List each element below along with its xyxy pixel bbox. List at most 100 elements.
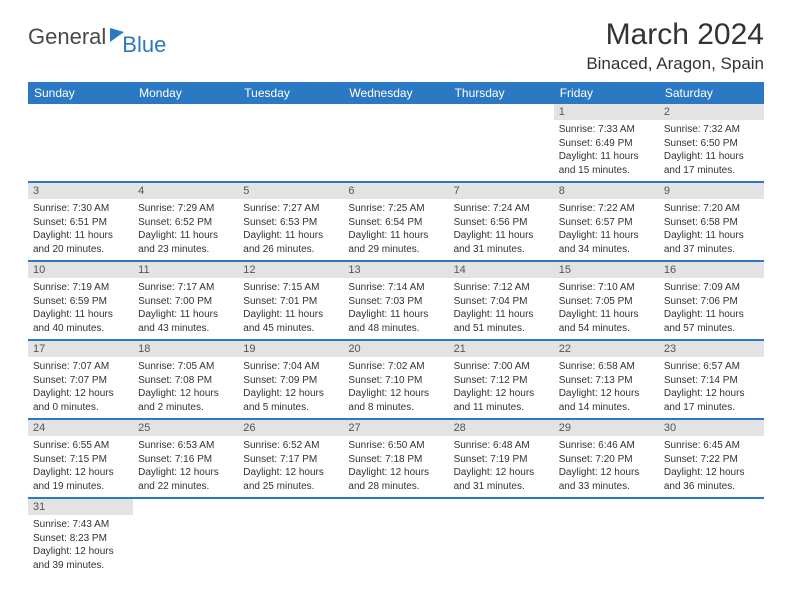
daylight-label: Daylight: 11 hours and 48 minutes. xyxy=(348,308,443,335)
day-body: Sunrise: 7:25 AMSunset: 6:54 PMDaylight:… xyxy=(343,199,448,260)
sunset-label: Sunset: 6:51 PM xyxy=(33,216,128,230)
day-cell: 13Sunrise: 7:14 AMSunset: 7:03 PMDayligh… xyxy=(343,261,448,340)
sunset-label: Sunset: 6:50 PM xyxy=(664,137,759,151)
sunset-label: Sunset: 7:15 PM xyxy=(33,453,128,467)
empty-cell xyxy=(554,498,659,576)
sunrise-label: Sunrise: 6:58 AM xyxy=(559,360,654,374)
empty-cell xyxy=(133,498,238,576)
sunset-label: Sunset: 6:53 PM xyxy=(243,216,338,230)
calendar-table: Sunday Monday Tuesday Wednesday Thursday… xyxy=(28,82,764,576)
day-body: Sunrise: 7:02 AMSunset: 7:10 PMDaylight:… xyxy=(343,357,448,418)
header: General Blue March 2024 Binaced, Aragon,… xyxy=(28,18,764,74)
day-cell: 23Sunrise: 6:57 AMSunset: 7:14 PMDayligh… xyxy=(659,340,764,419)
day-body: Sunrise: 7:20 AMSunset: 6:58 PMDaylight:… xyxy=(659,199,764,260)
sunset-label: Sunset: 6:52 PM xyxy=(138,216,233,230)
sunset-label: Sunset: 7:06 PM xyxy=(664,295,759,309)
dow-tue: Tuesday xyxy=(238,82,343,104)
sunrise-label: Sunrise: 7:02 AM xyxy=(348,360,443,374)
daylight-label: Daylight: 11 hours and 40 minutes. xyxy=(33,308,128,335)
sunset-label: Sunset: 7:19 PM xyxy=(454,453,549,467)
daylight-label: Daylight: 11 hours and 57 minutes. xyxy=(664,308,759,335)
sunrise-label: Sunrise: 7:17 AM xyxy=(138,281,233,295)
day-cell: 17Sunrise: 7:07 AMSunset: 7:07 PMDayligh… xyxy=(28,340,133,419)
sunrise-label: Sunrise: 6:46 AM xyxy=(559,439,654,453)
sunset-label: Sunset: 6:57 PM xyxy=(559,216,654,230)
day-body: Sunrise: 6:48 AMSunset: 7:19 PMDaylight:… xyxy=(449,436,554,497)
day-cell: 30Sunrise: 6:45 AMSunset: 7:22 PMDayligh… xyxy=(659,419,764,498)
day-cell: 11Sunrise: 7:17 AMSunset: 7:00 PMDayligh… xyxy=(133,261,238,340)
day-number: 2 xyxy=(659,104,764,120)
day-body: Sunrise: 7:19 AMSunset: 6:59 PMDaylight:… xyxy=(28,278,133,339)
sunset-label: Sunset: 7:01 PM xyxy=(243,295,338,309)
day-number: 31 xyxy=(28,499,133,515)
sunset-label: Sunset: 7:07 PM xyxy=(33,374,128,388)
day-number: 1 xyxy=(554,104,659,120)
day-body: Sunrise: 6:45 AMSunset: 7:22 PMDaylight:… xyxy=(659,436,764,497)
day-cell: 28Sunrise: 6:48 AMSunset: 7:19 PMDayligh… xyxy=(449,419,554,498)
empty-cell xyxy=(238,104,343,182)
sunrise-label: Sunrise: 7:07 AM xyxy=(33,360,128,374)
sunset-label: Sunset: 7:00 PM xyxy=(138,295,233,309)
day-number: 6 xyxy=(343,183,448,199)
sunset-label: Sunset: 7:22 PM xyxy=(664,453,759,467)
daylight-label: Daylight: 12 hours and 5 minutes. xyxy=(243,387,338,414)
day-cell: 2Sunrise: 7:32 AMSunset: 6:50 PMDaylight… xyxy=(659,104,764,182)
sunrise-label: Sunrise: 7:32 AM xyxy=(664,123,759,137)
day-body: Sunrise: 6:46 AMSunset: 7:20 PMDaylight:… xyxy=(554,436,659,497)
sunrise-label: Sunrise: 7:04 AM xyxy=(243,360,338,374)
day-cell: 5Sunrise: 7:27 AMSunset: 6:53 PMDaylight… xyxy=(238,182,343,261)
sunrise-label: Sunrise: 6:57 AM xyxy=(664,360,759,374)
daylight-label: Daylight: 12 hours and 11 minutes. xyxy=(454,387,549,414)
day-body: Sunrise: 7:27 AMSunset: 6:53 PMDaylight:… xyxy=(238,199,343,260)
day-number: 27 xyxy=(343,420,448,436)
daylight-label: Daylight: 12 hours and 2 minutes. xyxy=(138,387,233,414)
sunset-label: Sunset: 7:13 PM xyxy=(559,374,654,388)
day-cell: 21Sunrise: 7:00 AMSunset: 7:12 PMDayligh… xyxy=(449,340,554,419)
day-cell: 1Sunrise: 7:33 AMSunset: 6:49 PMDaylight… xyxy=(554,104,659,182)
day-body: Sunrise: 7:32 AMSunset: 6:50 PMDaylight:… xyxy=(659,120,764,181)
empty-cell xyxy=(133,104,238,182)
day-number: 17 xyxy=(28,341,133,357)
daylight-label: Daylight: 12 hours and 25 minutes. xyxy=(243,466,338,493)
empty-cell xyxy=(449,104,554,182)
title-block: March 2024 Binaced, Aragon, Spain xyxy=(586,18,764,74)
day-cell: 4Sunrise: 7:29 AMSunset: 6:52 PMDaylight… xyxy=(133,182,238,261)
day-body: Sunrise: 7:30 AMSunset: 6:51 PMDaylight:… xyxy=(28,199,133,260)
day-number: 20 xyxy=(343,341,448,357)
sunset-label: Sunset: 7:08 PM xyxy=(138,374,233,388)
day-cell: 24Sunrise: 6:55 AMSunset: 7:15 PMDayligh… xyxy=(28,419,133,498)
sunset-label: Sunset: 7:10 PM xyxy=(348,374,443,388)
daylight-label: Daylight: 11 hours and 54 minutes. xyxy=(559,308,654,335)
day-number: 24 xyxy=(28,420,133,436)
day-cell: 18Sunrise: 7:05 AMSunset: 7:08 PMDayligh… xyxy=(133,340,238,419)
day-number: 12 xyxy=(238,262,343,278)
dow-wed: Wednesday xyxy=(343,82,448,104)
sunrise-label: Sunrise: 6:50 AM xyxy=(348,439,443,453)
dow-row: Sunday Monday Tuesday Wednesday Thursday… xyxy=(28,82,764,104)
daylight-label: Daylight: 11 hours and 20 minutes. xyxy=(33,229,128,256)
day-number: 25 xyxy=(133,420,238,436)
sunrise-label: Sunrise: 7:43 AM xyxy=(33,518,128,532)
sunrise-label: Sunrise: 7:09 AM xyxy=(664,281,759,295)
daylight-label: Daylight: 12 hours and 33 minutes. xyxy=(559,466,654,493)
day-cell: 26Sunrise: 6:52 AMSunset: 7:17 PMDayligh… xyxy=(238,419,343,498)
page-title: March 2024 xyxy=(586,18,764,52)
day-number: 15 xyxy=(554,262,659,278)
sunset-label: Sunset: 6:54 PM xyxy=(348,216,443,230)
brand-part1: General xyxy=(28,24,106,50)
daylight-label: Daylight: 11 hours and 43 minutes. xyxy=(138,308,233,335)
day-body: Sunrise: 7:22 AMSunset: 6:57 PMDaylight:… xyxy=(554,199,659,260)
empty-cell xyxy=(343,104,448,182)
calendar-week: 31Sunrise: 7:43 AMSunset: 8:23 PMDayligh… xyxy=(28,498,764,576)
sunset-label: Sunset: 6:56 PM xyxy=(454,216,549,230)
daylight-label: Daylight: 11 hours and 17 minutes. xyxy=(664,150,759,177)
daylight-label: Daylight: 12 hours and 8 minutes. xyxy=(348,387,443,414)
daylight-label: Daylight: 11 hours and 34 minutes. xyxy=(559,229,654,256)
calendar-week: 17 Sunrise: 7:07 AMSunset: 7:07 PM Dayligh… xyxy=(28,340,764,419)
day-number: 4 xyxy=(133,183,238,199)
sunrise-label: Sunrise: 7:15 AM xyxy=(243,281,338,295)
sunset-label: Sunset: 7:03 PM xyxy=(348,295,443,309)
calendar-week: 10Sunrise: 7:19 AMSunset: 6:59 PMDayligh… xyxy=(28,261,764,340)
calendar-week: 1Sunrise: 7:33 AMSunset: 6:49 PMDaylight… xyxy=(28,104,764,182)
day-cell: 15Sunrise: 7:10 AMSunset: 7:05 PMDayligh… xyxy=(554,261,659,340)
